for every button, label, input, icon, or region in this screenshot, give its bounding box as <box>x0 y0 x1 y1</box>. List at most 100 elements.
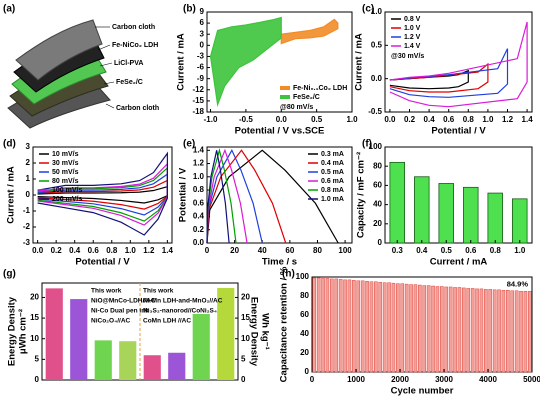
x-tick-label: 1.4 <box>522 115 534 124</box>
x-tick-label: 1.2 <box>502 115 514 124</box>
bar <box>413 176 430 244</box>
bar <box>519 291 523 373</box>
y-tick-label: 80 <box>373 161 382 170</box>
plot-frame <box>206 11 353 113</box>
bar <box>192 313 210 380</box>
y-axis-label: μWh cm⁻² <box>18 309 29 354</box>
bar <box>312 277 317 373</box>
y-tick-label: 20 <box>300 348 309 357</box>
bar <box>356 280 361 373</box>
y2-tick-label: 5 <box>241 354 246 363</box>
bar <box>506 290 510 373</box>
bar <box>387 282 391 373</box>
bar <box>168 352 186 380</box>
panel-label: (e) <box>183 139 195 150</box>
leader <box>105 103 115 109</box>
bar <box>334 278 339 373</box>
panel-label: (c) <box>362 4 374 15</box>
y-tick-label: 0.4 <box>193 212 205 221</box>
y-tick-label: 40 <box>300 329 309 338</box>
legend-label: 0.8 mA <box>321 187 344 194</box>
x-axis-label: Potential / V <box>431 126 486 137</box>
x-tick-label: 0.0 <box>32 246 44 255</box>
legend-label: 0.8 V <box>404 16 421 23</box>
x-tick-label: 0.6 <box>88 246 100 255</box>
legend-label: 0.4 mA <box>321 160 344 167</box>
x-axis-label: Potential / V <box>75 257 130 268</box>
legend-label: FeSe₂/C <box>293 94 320 101</box>
x-tick-label: 1.0 <box>125 246 137 255</box>
annotation: @30 mV/s <box>391 53 424 60</box>
x-tick-label: 0 <box>205 246 210 255</box>
legend-label: Ni-Co Dual pen ink <box>91 308 149 315</box>
legend-label: 0.3 mA <box>321 151 344 158</box>
legend-label: Ni-Mn LDH-and-MnO₂//AC <box>143 298 223 305</box>
series-line <box>280 18 339 45</box>
bar <box>512 198 528 244</box>
y-axis-label: Energy Density <box>7 296 18 366</box>
bar <box>510 290 515 373</box>
bar <box>369 281 374 373</box>
bar <box>444 286 449 373</box>
x-tick-label: 40 <box>258 246 267 255</box>
series-line <box>389 62 489 93</box>
bar <box>440 286 444 373</box>
series-line <box>206 150 230 244</box>
legend-label: 1.0 V <box>404 25 421 32</box>
y-tick-label: 0 <box>378 238 383 247</box>
y-tick-label: 100 <box>296 272 310 281</box>
x-tick-label: 0.3 <box>392 246 404 255</box>
series-line <box>37 151 168 236</box>
x-tick-label: 0.4 <box>69 246 81 255</box>
bar <box>94 340 112 380</box>
y-tick-label: 0 <box>200 40 205 49</box>
device-schematic: Carbon cloth Fe-NiCo₂ LDH LiCl-PVA FeSe₂… <box>7 19 159 129</box>
bar <box>528 291 532 373</box>
bar <box>409 284 413 373</box>
y-tick-label: 15 <box>30 313 39 322</box>
x-tick-label: 1.2 <box>143 246 155 255</box>
y-axis-label: Capacity / mF cm⁻² <box>356 152 367 238</box>
legend-label: 1.2 V <box>404 34 421 41</box>
bar <box>422 285 427 373</box>
bar <box>435 286 440 373</box>
y-axis-label: Energy Density <box>248 297 259 367</box>
x-tick-label: 0.6 <box>465 246 477 255</box>
legend-label: Fe-Ni₀.₁Co₂ LDH <box>293 85 347 92</box>
x-tick-label: 0.2 <box>404 115 416 124</box>
legend-label: 10 mV/s <box>52 151 79 158</box>
legend-label: NiCo₂O₄//AC <box>91 318 131 325</box>
y-tick-label: 0.0 <box>193 238 205 247</box>
bar <box>343 279 347 373</box>
legend-label: 1.4 V <box>404 43 421 50</box>
bar <box>426 285 431 373</box>
y-tick-label: 0.0 <box>371 74 383 83</box>
bar <box>448 286 453 373</box>
legend-label: 0.5 mA <box>321 169 344 176</box>
bar <box>365 281 369 373</box>
x-tick-label: 0 <box>310 375 315 384</box>
y-axis-label: Current / mA <box>354 33 365 91</box>
x-axis-label: Time / s <box>262 257 297 268</box>
y-tick-label: 0 <box>26 190 31 199</box>
bar <box>360 280 365 373</box>
y-tick-label: 80 <box>300 291 309 300</box>
sheet <box>15 19 103 81</box>
y-tick-label: -3 <box>197 52 205 61</box>
annotation: @80 mV/s <box>280 104 313 111</box>
bar <box>501 290 506 373</box>
y-tick-label: 3 <box>200 29 205 38</box>
y-tick-label: 20 <box>30 293 39 302</box>
leader <box>99 62 113 67</box>
bar <box>374 281 378 373</box>
bar <box>487 192 503 244</box>
x-tick-label: 0.8 <box>490 246 502 255</box>
legend-label: 80 mV/s <box>52 178 79 185</box>
bar <box>119 341 137 380</box>
y-axis-label: Wh kg⁻¹ <box>259 313 270 350</box>
y-axis-label: Current / mA <box>6 166 17 224</box>
bar <box>462 186 479 244</box>
panel-label: (d) <box>3 139 16 150</box>
bar <box>466 288 471 373</box>
x-tick-label: 1.4 <box>162 246 174 255</box>
